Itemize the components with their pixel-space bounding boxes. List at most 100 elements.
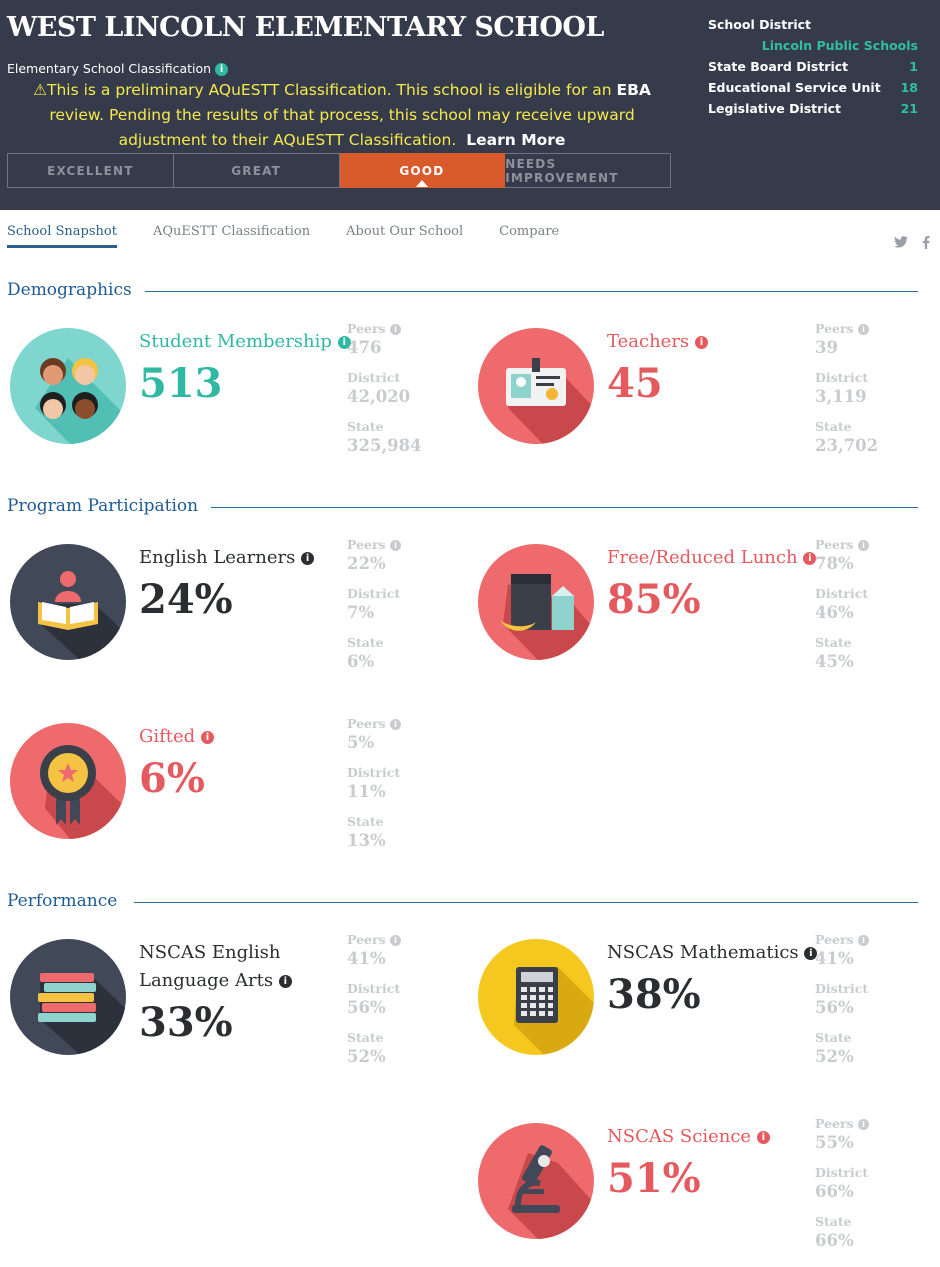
district-label: District xyxy=(347,981,401,996)
card-english-learners: English Learners i 24% Peers i 22% Distri… xyxy=(7,536,467,686)
state-value: 45% xyxy=(815,652,854,671)
nav-aquestt-classification[interactable]: AQuESTT Classification xyxy=(152,224,311,239)
card-student-membership: Student Membership i 513 Peers i 476 Dist… xyxy=(7,320,467,470)
info-icon[interactable]: i xyxy=(389,324,401,335)
tab-needs-improvement[interactable]: NEEDS IMPROVEMENT xyxy=(505,153,671,188)
district-info: School District Lincoln Public Schools S… xyxy=(708,14,918,119)
card-nscas-mathematics: NSCAS Mathematics i 38% Peers i 41% Distr… xyxy=(475,931,935,1081)
facebook-icon[interactable] xyxy=(922,236,930,253)
free-reduced-lunch-comparisons: Peers i 78% District 46% State 45% xyxy=(815,536,925,683)
state-value: 13% xyxy=(347,831,386,850)
info-icon[interactable]: i xyxy=(756,1130,770,1144)
state-value: 325,984 xyxy=(347,436,422,455)
english-learners-comparisons: Peers i 22% District 7% State 6% xyxy=(347,536,457,683)
state-label: State xyxy=(347,1030,384,1045)
info-icon[interactable]: i xyxy=(857,1119,869,1130)
school-district-value-row: Lincoln Public Schools xyxy=(708,35,918,56)
card-nscas-science: NSCAS Science i 51% Peers i 55% District 6… xyxy=(475,1115,935,1265)
state-label: State xyxy=(347,814,384,829)
nscas-mathematics-label-text: NSCAS Mathematics xyxy=(607,942,799,963)
card-nscas-ela: NSCAS English Language Arts i 33% Peers i… xyxy=(7,931,467,1081)
nscas-science-value: 51% xyxy=(607,1155,701,1202)
info-icon[interactable]: i xyxy=(857,935,869,946)
peers-label: Peers xyxy=(347,537,386,552)
peers-value: 41% xyxy=(815,949,854,968)
nav-compare[interactable]: Compare xyxy=(499,224,560,239)
info-icon[interactable]: i xyxy=(337,335,351,349)
district-label: District xyxy=(815,370,869,385)
nav-about-our-school[interactable]: About Our School xyxy=(346,224,464,239)
info-icon[interactable]: i xyxy=(694,335,708,349)
info-icon[interactable]: i xyxy=(200,730,214,744)
learn-more-link[interactable]: Learn More xyxy=(466,131,566,149)
info-icon[interactable]: i xyxy=(278,974,292,988)
district-label: District xyxy=(347,586,401,601)
nav-school-snapshot[interactable]: School Snapshot xyxy=(7,224,117,248)
school-district-label: School District xyxy=(708,17,812,32)
peers-label: Peers xyxy=(815,537,854,552)
student-membership-label: Student Membership i xyxy=(139,328,351,356)
peers-value: 476 xyxy=(347,338,382,357)
state-value: 52% xyxy=(347,1047,386,1066)
district-row: Legislative District 21 xyxy=(708,98,918,119)
peers-label: Peers xyxy=(815,932,854,947)
students-icon xyxy=(10,328,126,444)
nscas-ela-label: NSCAS English Language Arts i xyxy=(139,939,292,995)
notice-text-pre: This is a preliminary AQuESTT Classifica… xyxy=(47,81,617,99)
english-learners-label-text: English Learners xyxy=(139,547,296,568)
info-icon[interactable]: i xyxy=(389,540,401,551)
peers-label: Peers xyxy=(815,1116,854,1131)
section-divider xyxy=(145,291,918,292)
gifted-label-text: Gifted xyxy=(139,726,196,747)
district-row-label: State Board District xyxy=(708,59,849,74)
teachers-comparisons: Peers i 39 District 3,119 State 23,702 xyxy=(815,320,925,467)
info-icon[interactable]: i xyxy=(804,946,818,960)
student-membership-comparisons: Peers i 476 District 42,020 State 325,984 xyxy=(347,320,457,467)
free-reduced-lunch-label: Free/Reduced Lunch i xyxy=(607,544,817,572)
district-row-value: 21 xyxy=(900,101,918,116)
district-value: 11% xyxy=(347,782,386,801)
school-title: WEST LINCOLN ELEMENTARY SCHOOL xyxy=(7,12,604,43)
peers-value: 5% xyxy=(347,733,375,752)
state-label: State xyxy=(815,1214,852,1229)
tab-good[interactable]: GOOD xyxy=(339,153,506,188)
nscas-ela-comparisons: Peers i 41% District 56% State 52% xyxy=(347,931,457,1078)
info-icon[interactable]: i xyxy=(301,551,315,565)
gifted-comparisons: Peers i 5% District 11% State 13% xyxy=(347,715,457,862)
school-district-label-row: School District xyxy=(708,14,918,35)
card-free-reduced-lunch: Free/Reduced Lunch i 85% Peers i 78% Dist… xyxy=(475,536,935,686)
state-value: 52% xyxy=(815,1047,854,1066)
info-icon[interactable]: i xyxy=(389,935,401,946)
tab-excellent[interactable]: EXCELLENT xyxy=(7,153,174,188)
peers-value: 39 xyxy=(815,338,838,357)
nscas-science-comparisons: Peers i 55% District 66% State 66% xyxy=(815,1115,925,1262)
peers-label: Peers xyxy=(347,321,386,336)
info-icon[interactable]: i xyxy=(857,540,869,551)
district-label: District xyxy=(815,981,869,996)
classification-label: Elementary School Classification i xyxy=(7,61,229,76)
school-district-value[interactable]: Lincoln Public Schools xyxy=(761,38,918,53)
info-icon[interactable]: i xyxy=(215,63,229,76)
classification-tabs: EXCELLENT GREAT GOOD NEEDS IMPROVEMENT xyxy=(7,153,671,188)
section-title-demographics: Demographics xyxy=(7,280,132,300)
tab-great[interactable]: GREAT xyxy=(173,153,340,188)
twitter-icon[interactable] xyxy=(894,236,908,252)
free-reduced-lunch-label-text: Free/Reduced Lunch xyxy=(607,547,798,568)
english-learners-value: 24% xyxy=(139,576,233,623)
district-value: 7% xyxy=(347,603,375,622)
info-icon[interactable]: i xyxy=(803,551,817,565)
nscas-ela-value: 33% xyxy=(139,999,233,1046)
gifted-value: 6% xyxy=(139,755,205,802)
peers-value: 22% xyxy=(347,554,386,573)
nscas-science-label-text: NSCAS Science xyxy=(607,1126,752,1147)
section-divider xyxy=(134,902,918,903)
nscas-mathematics-comparisons: Peers i 41% District 56% State 52% xyxy=(815,931,925,1078)
info-icon[interactable]: i xyxy=(857,324,869,335)
notice-eba: EBA xyxy=(616,81,651,99)
award-ribbon-icon xyxy=(10,723,126,839)
district-value: 56% xyxy=(815,998,854,1017)
state-value: 23,702 xyxy=(815,436,879,455)
books-stack-icon xyxy=(10,939,126,1055)
info-icon[interactable]: i xyxy=(389,719,401,730)
student-membership-label-text: Student Membership xyxy=(139,331,332,352)
